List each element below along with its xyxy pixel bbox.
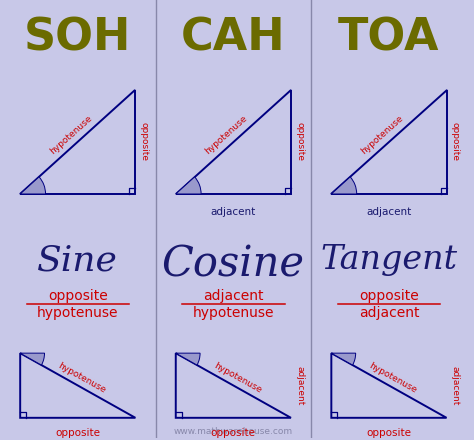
Text: opposite: opposite <box>366 428 411 438</box>
Text: adjacent: adjacent <box>366 207 411 217</box>
Wedge shape <box>331 177 356 194</box>
Text: hypotenuse: hypotenuse <box>192 306 274 320</box>
Text: hypotenuse: hypotenuse <box>367 361 419 394</box>
Polygon shape <box>20 89 136 194</box>
Text: SOH: SOH <box>24 16 131 59</box>
Text: Tangent: Tangent <box>320 244 457 276</box>
Polygon shape <box>176 89 291 194</box>
Wedge shape <box>176 353 200 365</box>
Text: hypotenuse: hypotenuse <box>212 361 263 394</box>
Text: www.mathwarehouse.com: www.mathwarehouse.com <box>174 427 293 436</box>
Text: CAH: CAH <box>181 16 286 59</box>
Text: hypotenuse: hypotenuse <box>359 113 405 156</box>
Polygon shape <box>176 353 291 418</box>
Text: hypotenuse: hypotenuse <box>48 113 94 156</box>
Text: opposite: opposite <box>140 122 149 161</box>
Text: opposite: opposite <box>295 122 304 161</box>
Wedge shape <box>176 177 201 194</box>
Text: hypotenuse: hypotenuse <box>56 361 108 394</box>
Text: opposite: opposite <box>55 428 100 438</box>
Text: opposite: opposite <box>48 290 108 304</box>
Text: hypotenuse: hypotenuse <box>203 113 249 156</box>
Text: adjacent: adjacent <box>203 290 264 304</box>
Text: adjacent: adjacent <box>295 366 304 405</box>
Polygon shape <box>331 353 447 418</box>
Text: Cosine: Cosine <box>162 244 305 286</box>
Wedge shape <box>20 353 45 365</box>
Text: hypotenuse: hypotenuse <box>37 306 118 320</box>
Wedge shape <box>20 177 46 194</box>
Text: opposite: opposite <box>451 122 460 161</box>
Text: adjacent: adjacent <box>359 306 419 320</box>
Polygon shape <box>20 353 136 418</box>
Text: adjacent: adjacent <box>451 366 460 405</box>
Text: opposite: opposite <box>211 428 256 438</box>
Text: adjacent: adjacent <box>211 207 256 217</box>
Polygon shape <box>331 89 447 194</box>
Text: TOA: TOA <box>338 16 440 59</box>
Wedge shape <box>331 353 356 365</box>
Text: opposite: opposite <box>359 290 419 304</box>
Text: Sine: Sine <box>37 244 118 278</box>
